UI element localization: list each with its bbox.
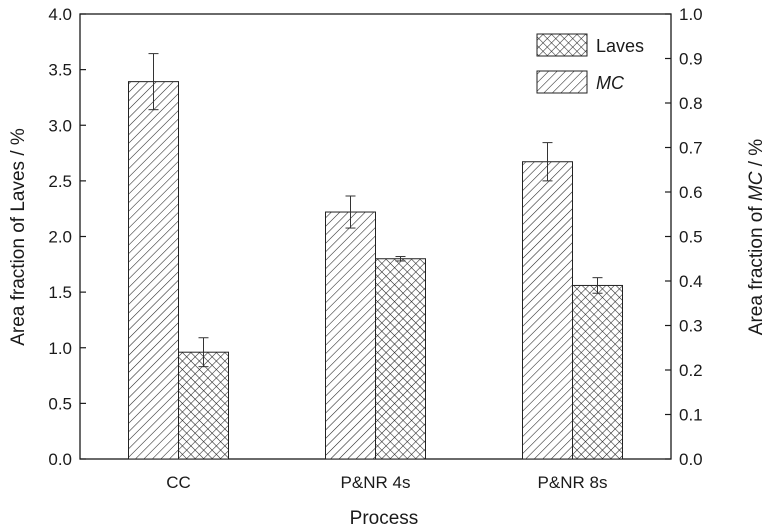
right-axis-title-prefix: Area fraction of bbox=[746, 201, 767, 335]
x-axis-ticks: CC P&NR 4s P&NR 8s bbox=[166, 453, 607, 492]
left-tick-label: 1.5 bbox=[48, 283, 72, 302]
right-axis-title: Area fraction of MC / % bbox=[746, 139, 767, 336]
right-tick-label: 0.4 bbox=[679, 272, 703, 291]
legend-swatch-laves bbox=[536, 33, 588, 57]
bar-mc bbox=[522, 161, 573, 460]
x-tick-label: P&NR 8s bbox=[538, 473, 608, 492]
x-tick-label: P&NR 4s bbox=[341, 473, 411, 492]
right-tick-label: 0.2 bbox=[679, 361, 703, 380]
right-tick-label: 0.0 bbox=[679, 450, 703, 469]
left-tick-label: 3.0 bbox=[48, 116, 72, 135]
bar-laves bbox=[572, 284, 623, 460]
left-axis-ticks: 0.0 0.5 1.0 1.5 2.0 2.5 3.0 3.5 4.0 bbox=[48, 5, 86, 469]
legend: Laves MC bbox=[536, 33, 644, 94]
right-tick-label: 0.8 bbox=[679, 94, 703, 113]
bars-group bbox=[128, 81, 623, 460]
right-tick-label: 0.5 bbox=[679, 228, 703, 247]
bar-laves bbox=[178, 351, 229, 460]
x-axis-title: Process bbox=[350, 508, 419, 529]
x-tick-label: CC bbox=[166, 473, 191, 492]
left-tick-label: 2.0 bbox=[48, 228, 72, 247]
bar-mc bbox=[325, 211, 376, 460]
bar-laves bbox=[375, 258, 426, 460]
left-tick-label: 3.5 bbox=[48, 61, 72, 80]
left-tick-label: 0.5 bbox=[48, 394, 72, 413]
legend-label-mc: MC bbox=[596, 73, 625, 93]
right-tick-label: 0.3 bbox=[679, 317, 703, 336]
right-axis-title-italic: MC bbox=[746, 171, 767, 201]
right-axis-title-suffix: / % bbox=[746, 139, 767, 172]
left-tick-label: 1.0 bbox=[48, 339, 72, 358]
left-tick-label: 0.0 bbox=[48, 450, 72, 469]
legend-swatch-mc bbox=[536, 70, 588, 94]
error-bars-group bbox=[148, 53, 603, 368]
legend-label-laves: Laves bbox=[596, 36, 644, 56]
right-tick-label: 0.7 bbox=[679, 139, 703, 158]
left-tick-label: 4.0 bbox=[48, 5, 72, 24]
right-axis-ticks: 0.0 0.1 0.2 0.3 0.4 0.5 0.6 0.7 0.8 0.9 1.0 bbox=[665, 5, 703, 469]
right-tick-label: 1.0 bbox=[679, 5, 703, 24]
right-tick-label: 0.6 bbox=[679, 183, 703, 202]
bar-mc bbox=[128, 81, 179, 460]
left-tick-label: 2.5 bbox=[48, 172, 72, 191]
right-tick-label: 0.1 bbox=[679, 406, 703, 425]
left-axis-title: Area fraction of Laves / % bbox=[8, 128, 29, 346]
right-tick-label: 0.9 bbox=[679, 50, 703, 69]
